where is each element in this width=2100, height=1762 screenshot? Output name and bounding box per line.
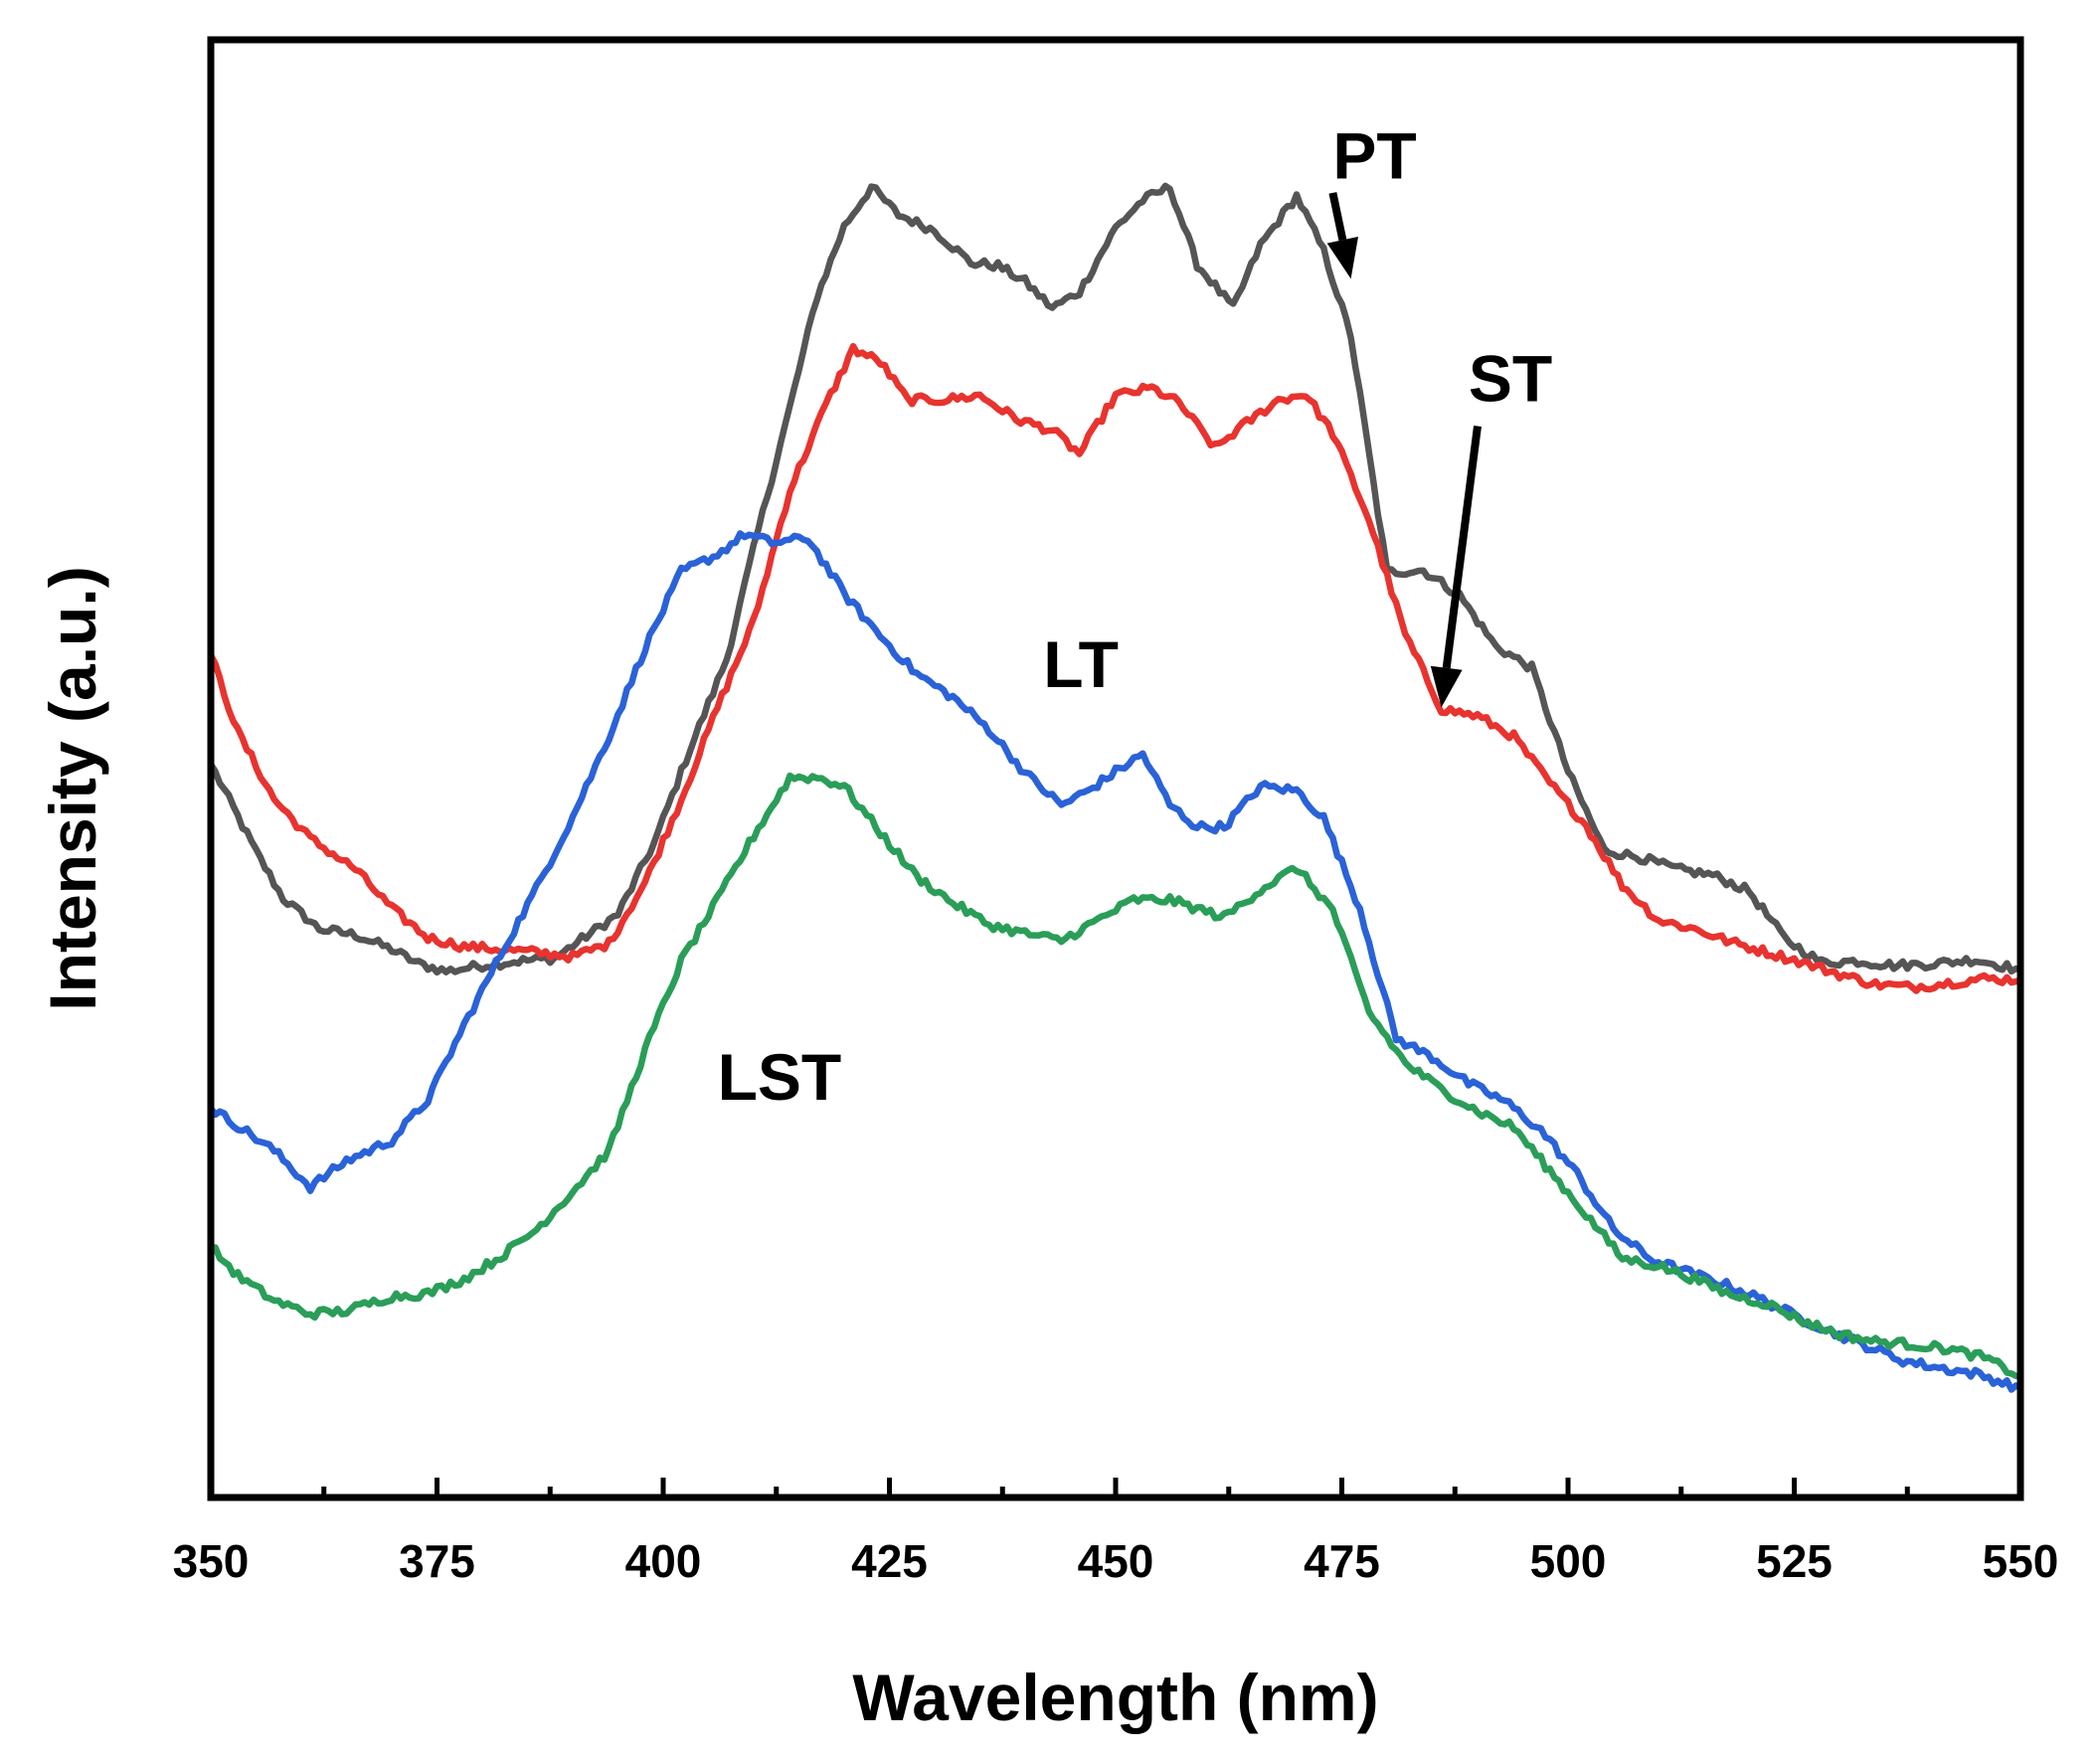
x-tick-label: 450 — [1078, 1535, 1154, 1587]
y-axis-title: Intensity (a.u.) — [36, 566, 109, 1010]
series-line-pt — [207, 182, 2024, 976]
x-axis-ticks — [208, 1478, 2023, 1498]
x-tick-label: 375 — [399, 1535, 475, 1587]
annotation-label-lst: LST — [718, 1040, 842, 1114]
annotation-label-pt: PT — [1332, 118, 1416, 192]
series-line-lst — [207, 772, 2024, 1380]
annotation-label-lt: LT — [1043, 627, 1119, 701]
annotation-labels: PT ST LT LST — [718, 118, 1553, 1114]
x-tick-label: 350 — [173, 1535, 250, 1587]
x-tick-label: 425 — [851, 1535, 928, 1587]
x-tick-label: 475 — [1304, 1535, 1380, 1587]
series-layer — [207, 182, 2024, 1393]
x-tick-label: 550 — [1983, 1535, 2059, 1587]
x-tick-label: 500 — [1530, 1535, 1607, 1587]
x-tick-label: 400 — [625, 1535, 702, 1587]
x-axis-tick-labels: 350 375 400 425 450 475 500 525 550 — [173, 1535, 2059, 1587]
x-tick-label: 525 — [1756, 1535, 1833, 1587]
annotation-arrow-head — [1430, 665, 1463, 708]
annotation-arrow-shaft — [1328, 192, 1347, 242]
annotation-arrow-shaft — [1442, 425, 1482, 669]
annotation-arrow-head — [1326, 237, 1358, 279]
annotation-arrows — [1326, 192, 1482, 708]
series-line-st — [207, 342, 2024, 994]
annotation-label-st: ST — [1469, 342, 1552, 416]
x-axis-title: Wavelength (nm) — [852, 1661, 1378, 1734]
